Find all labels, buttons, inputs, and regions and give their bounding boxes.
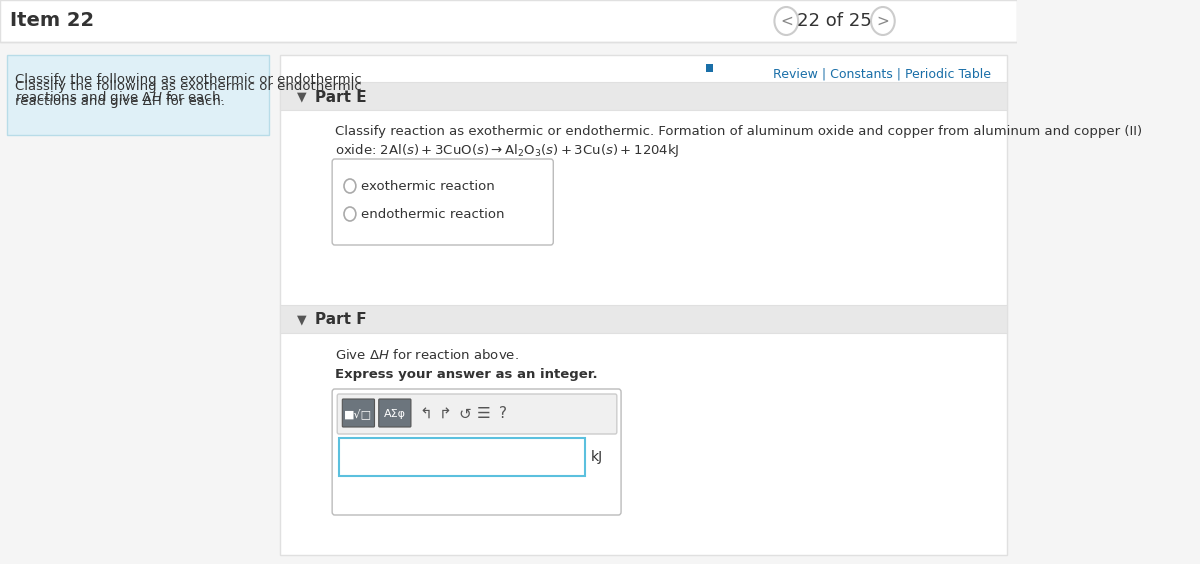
Text: Part E: Part E <box>316 90 367 104</box>
Text: Classify reaction as exothermic or endothermic. Formation of aluminum oxide and : Classify reaction as exothermic or endot… <box>335 125 1142 138</box>
Text: AΣφ: AΣφ <box>384 409 406 419</box>
FancyBboxPatch shape <box>280 305 1007 333</box>
FancyBboxPatch shape <box>338 438 584 476</box>
Circle shape <box>344 207 356 221</box>
Circle shape <box>871 7 895 35</box>
Text: Item 22: Item 22 <box>10 11 95 30</box>
Text: ☰: ☰ <box>476 407 491 421</box>
Text: reactions and give $\Delta H$ for each.: reactions and give $\Delta H$ for each. <box>16 89 224 106</box>
Text: ▼: ▼ <box>296 90 306 104</box>
Text: Review | Constants | Periodic Table: Review | Constants | Periodic Table <box>773 68 991 81</box>
Text: oxide: $2\mathrm{Al}(s)+3\mathrm{CuO}(s)\rightarrow\mathrm{Al_2O_3}(s)+3\mathrm{: oxide: $2\mathrm{Al}(s)+3\mathrm{CuO}(s)… <box>335 142 679 159</box>
Text: Give $\Delta H$ for reaction above.: Give $\Delta H$ for reaction above. <box>335 348 518 362</box>
Text: >: > <box>876 14 889 29</box>
FancyBboxPatch shape <box>332 159 553 245</box>
FancyBboxPatch shape <box>280 82 1007 110</box>
Text: ▼: ▼ <box>296 314 306 327</box>
Text: Part F: Part F <box>316 312 367 328</box>
Text: ↱: ↱ <box>438 407 451 421</box>
Circle shape <box>344 179 356 193</box>
FancyBboxPatch shape <box>337 394 617 434</box>
Text: ■√□: ■√□ <box>344 409 372 420</box>
FancyBboxPatch shape <box>706 64 713 72</box>
Text: Classify the following as exothermic or endothermic
reactions and give ΔH for ea: Classify the following as exothermic or … <box>16 80 362 108</box>
FancyBboxPatch shape <box>0 0 1016 42</box>
Text: endothermic reaction: endothermic reaction <box>361 208 504 221</box>
Text: ↰: ↰ <box>419 407 432 421</box>
Text: kJ: kJ <box>590 450 602 464</box>
Text: Classify the following as exothermic or endothermic: Classify the following as exothermic or … <box>16 73 362 86</box>
FancyBboxPatch shape <box>7 55 270 135</box>
Text: exothermic reaction: exothermic reaction <box>361 179 494 192</box>
Circle shape <box>774 7 798 35</box>
FancyBboxPatch shape <box>342 399 374 427</box>
Text: <: < <box>780 14 793 29</box>
Text: ?: ? <box>499 407 508 421</box>
Text: ↺: ↺ <box>458 407 470 421</box>
FancyBboxPatch shape <box>332 389 622 515</box>
Text: 22 of 25: 22 of 25 <box>797 12 872 30</box>
Text: Express your answer as an integer.: Express your answer as an integer. <box>335 368 598 381</box>
FancyBboxPatch shape <box>379 399 410 427</box>
FancyBboxPatch shape <box>280 55 1007 555</box>
